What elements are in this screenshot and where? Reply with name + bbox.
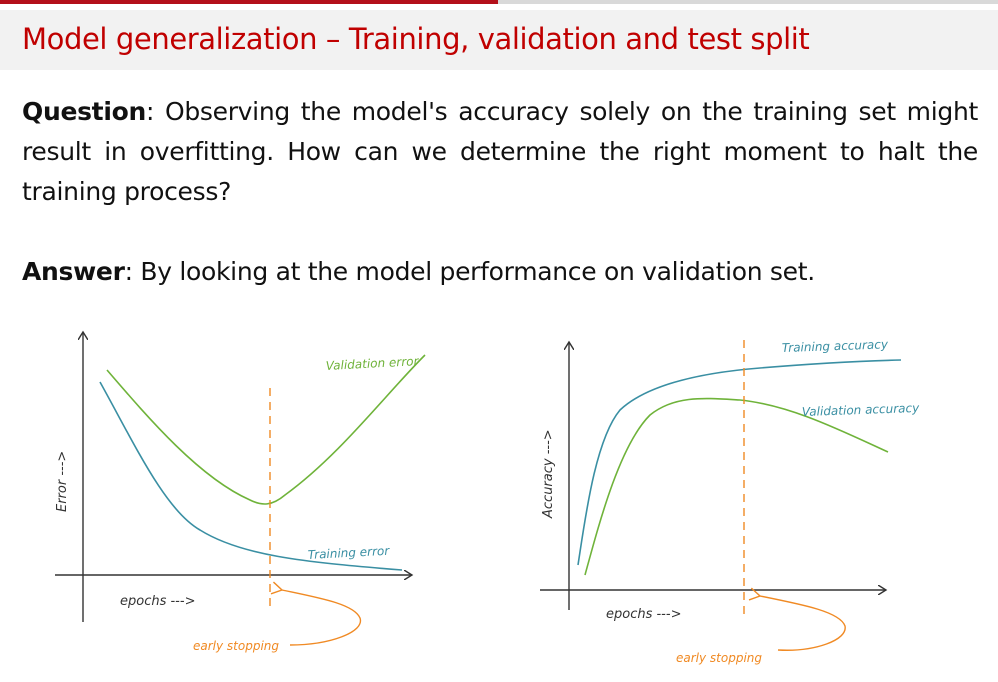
training-error-curve: [99, 381, 403, 571]
validation-accuracy-label: Validation accuracy: [802, 401, 921, 419]
early-stopping-arrow: [270, 581, 362, 646]
validation-error-label: Validation error: [325, 354, 419, 373]
title-band: [0, 10, 998, 70]
slide-title: Model generalization – Training, validat…: [22, 22, 810, 56]
accuracy-chart-y-label: Accuracy --->: [541, 429, 556, 519]
header-rule: [498, 0, 998, 4]
validation-accuracy-curve: [584, 397, 889, 576]
answer-paragraph: Answer: By looking at the model performa…: [22, 252, 978, 292]
answer-text: : By looking at the model performance on…: [124, 257, 816, 286]
question-text: : Observing the model's accuracy solely …: [22, 97, 978, 206]
error-chart-x-label: epochs --->: [120, 594, 195, 609]
accuracy-chart: Training accuracy Validation accuracy ep…: [540, 337, 920, 665]
error-chart-y-label: Error --->: [55, 451, 70, 512]
early-stopping-label: early stopping: [676, 651, 762, 665]
training-accuracy-curve: [577, 359, 902, 566]
question-label: Question: [22, 97, 146, 126]
question-paragraph: Question: Observing the model's accuracy…: [22, 92, 978, 212]
accuracy-chart-x-label: epochs --->: [606, 607, 681, 622]
header-accent-bar: [0, 0, 498, 4]
answer-label: Answer: [22, 257, 125, 286]
early-stopping-arrow: [748, 587, 846, 651]
training-accuracy-label: Training accuracy: [782, 337, 889, 355]
validation-error-curve: [106, 354, 426, 505]
training-error-label: Training error: [307, 544, 390, 562]
early-stopping-label: early stopping: [193, 639, 279, 653]
error-chart: Validation error Training error epochs -…: [55, 332, 426, 653]
